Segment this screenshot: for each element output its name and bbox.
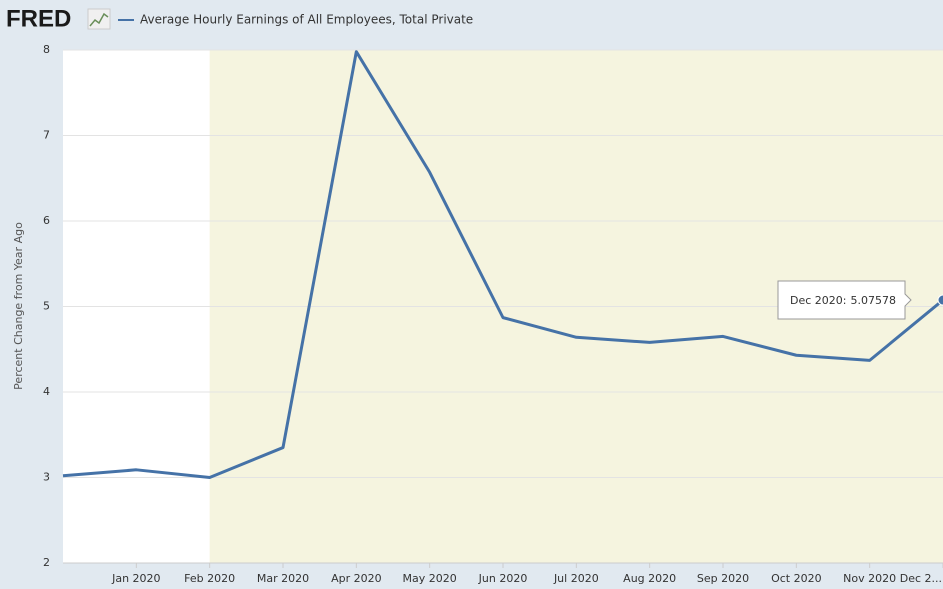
y-tick-label: 7 xyxy=(43,129,50,142)
x-tick-label: Mar 2020 xyxy=(257,572,309,585)
x-tick-label: Aug 2020 xyxy=(623,572,676,585)
x-tick-label: Dec 2... xyxy=(900,572,942,585)
y-tick-label: 3 xyxy=(43,471,50,484)
tooltip-value: 5.07578 xyxy=(850,294,896,307)
x-tick-label: Sep 2020 xyxy=(697,572,749,585)
tooltip: Dec 2020: 5.07578 xyxy=(777,280,912,320)
tooltip-box xyxy=(777,280,912,320)
y-tick-label: 4 xyxy=(43,385,50,398)
legend-label[interactable]: Average Hourly Earnings of All Employees… xyxy=(140,13,473,27)
hover-point xyxy=(937,294,943,306)
x-tick-label: Oct 2020 xyxy=(771,572,822,585)
logo-icon xyxy=(87,8,111,30)
y-tick-label: 6 xyxy=(43,214,50,227)
y-tick-label: 5 xyxy=(43,300,50,313)
y-tick-label: 2 xyxy=(43,556,50,569)
x-tick-label: Feb 2020 xyxy=(184,572,235,585)
series-line xyxy=(62,50,943,479)
tooltip-text: Dec 2020: 5.07578 xyxy=(790,294,896,307)
x-tick-label: May 2020 xyxy=(403,572,457,585)
x-tick-label: Jun 2020 xyxy=(478,572,528,585)
logo[interactable]: FRED xyxy=(6,5,71,32)
x-tick-label: Apr 2020 xyxy=(331,572,382,585)
x-tick-label: Nov 2020 xyxy=(843,572,896,585)
y-axis-title: Percent Change from Year Ago xyxy=(12,222,25,390)
x-tick-label: Jan 2020 xyxy=(111,572,160,585)
tooltip-label: Dec 2020: xyxy=(790,294,846,307)
y-tick-label: 8 xyxy=(43,43,50,56)
x-tick-label: Jul 2020 xyxy=(553,572,599,585)
